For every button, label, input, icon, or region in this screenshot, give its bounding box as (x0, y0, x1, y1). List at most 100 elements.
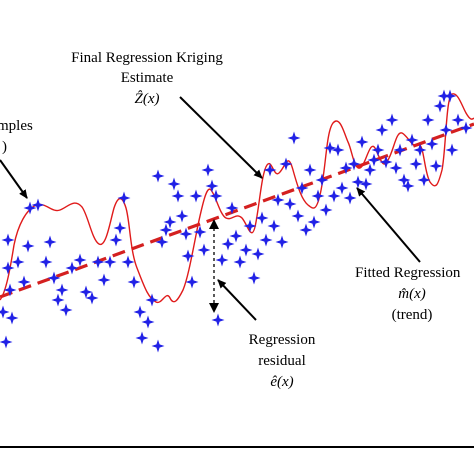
sample-point-star-icon (409, 157, 423, 171)
fitted-regression-trend-line (0, 122, 474, 299)
sample-point-star-icon (141, 315, 155, 329)
sample-point-star-icon (39, 255, 53, 269)
sample-point-star-icon (121, 255, 135, 269)
sample-point-star-icon (259, 233, 273, 247)
sample-point-star-icon (167, 177, 181, 191)
sample-point-star-icon (17, 275, 31, 289)
sample-point-star-icon (151, 169, 165, 183)
sample-point-star-icon (0, 335, 13, 349)
sample-point-star-icon (271, 193, 285, 207)
sample-point-star-icon (389, 161, 403, 175)
sample-point-star-icon (185, 275, 199, 289)
sample-point-star-icon (171, 189, 185, 203)
sample-point-star-icon (263, 163, 277, 177)
sample-point-star-icon (229, 229, 243, 243)
sample-point-star-icon (151, 339, 165, 353)
sample-point-star-icon (189, 189, 203, 203)
sample-point-star-icon (343, 191, 357, 205)
residual-label-line1: Regression (249, 332, 316, 348)
residual-label-symbol: ê(x) (270, 374, 293, 390)
sample-point-star-icon (59, 303, 73, 317)
sample-point-star-icon (385, 113, 399, 127)
sample-point-star-icon (421, 113, 435, 127)
sample-point-star-icon (163, 215, 177, 229)
sample-point-star-icon (23, 201, 37, 215)
sample-point-star-icon (327, 189, 341, 203)
sample-point-star-icon (439, 123, 453, 137)
sample-point-star-icon (299, 223, 313, 237)
sample-point-star-icon (339, 161, 353, 175)
sample-point-star-icon (181, 249, 195, 263)
sample-point-star-icon (211, 313, 225, 327)
sample-point-star-icon (201, 163, 215, 177)
residual-arrowhead-bottom (209, 303, 219, 313)
sample-point-star-icon (91, 255, 105, 269)
sample-point-star-icon (1, 233, 15, 247)
sample-point-star-icon (155, 235, 169, 249)
sample-point-star-icon (21, 239, 35, 253)
samples-annotation-arrow (0, 159, 28, 199)
sample-point-star-icon (255, 211, 269, 225)
sample-point-star-icon (1, 261, 15, 275)
sample-point-star-icon (291, 209, 305, 223)
sample-point-star-icon (117, 191, 131, 205)
sample-point-star-icon (433, 99, 447, 113)
sample-point-star-icon (221, 237, 235, 251)
sample-point-star-icon (193, 225, 207, 239)
sample-point-star-icon (0, 305, 10, 319)
sample-point-star-icon (85, 291, 99, 305)
sample-point-star-icon (283, 197, 297, 211)
fitted-label-symbol: m̂(x) (398, 286, 425, 302)
samples-label-line1: mples (0, 118, 33, 134)
kriging-label-line1: Final Regression Kriging (71, 50, 223, 66)
sample-points (0, 89, 473, 353)
sample-point-star-icon (375, 123, 389, 137)
kriging-label-line2: Estimate (121, 70, 174, 86)
sample-point-star-icon (359, 177, 373, 191)
sample-point-star-icon (425, 137, 439, 151)
sample-point-star-icon (367, 153, 381, 167)
sample-point-star-icon (55, 283, 69, 297)
sample-point-star-icon (179, 227, 193, 241)
sample-point-star-icon (175, 209, 189, 223)
sample-point-star-icon (159, 223, 173, 237)
sample-point-star-icon (295, 181, 309, 195)
sample-point-star-icon (307, 215, 321, 229)
sample-point-star-icon (239, 243, 253, 257)
sample-point-star-icon (215, 253, 229, 267)
sample-point-star-icon (459, 121, 473, 135)
sample-point-star-icon (11, 255, 25, 269)
sample-point-star-icon (315, 173, 329, 187)
sample-point-star-icon (319, 203, 333, 217)
sample-point-star-icon (371, 143, 385, 157)
sample-point-star-icon (3, 283, 17, 297)
sample-point-star-icon (347, 157, 361, 171)
residual-annotation-arrow (217, 279, 257, 321)
sample-point-star-icon (417, 173, 431, 187)
sample-point-star-icon (311, 189, 325, 203)
sample-point-star-icon (287, 131, 301, 145)
sample-point-star-icon (233, 255, 247, 269)
sample-point-star-icon (267, 219, 281, 233)
sample-point-star-icon (209, 189, 223, 203)
sample-point-star-icon (247, 271, 261, 285)
sample-point-star-icon (445, 143, 459, 157)
sample-point-star-icon (65, 261, 79, 275)
sample-point-star-icon (225, 201, 239, 215)
kriging-annotation-arrow (179, 96, 263, 179)
kriging-label-symbol: Ẑ(x) (135, 90, 160, 107)
fitted-label-line1: Fitted Regression (355, 265, 461, 281)
sample-point-star-icon (393, 143, 407, 157)
sample-point-star-icon (279, 157, 293, 171)
sample-point-star-icon (79, 285, 93, 299)
sample-point-star-icon (335, 181, 349, 195)
sample-point-star-icon (379, 155, 393, 169)
sample-point-star-icon (443, 89, 457, 103)
sample-point-star-icon (397, 173, 411, 187)
sample-point-star-icon (109, 233, 123, 247)
sample-point-star-icon (243, 219, 257, 233)
sample-point-star-icon (451, 113, 465, 127)
sample-point-star-icon (413, 143, 427, 157)
sample-point-star-icon (251, 247, 265, 261)
samples-label-line2: ) (2, 139, 7, 155)
